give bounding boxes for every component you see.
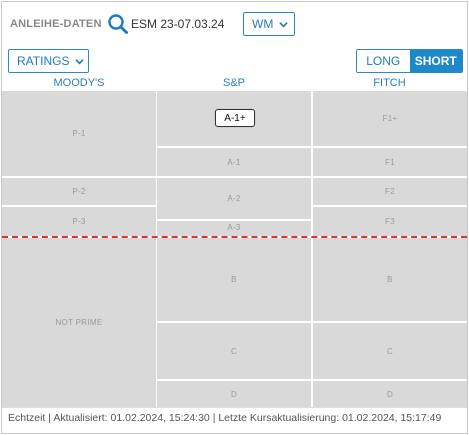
- section-label: ANLEIHE-DATEN: [10, 18, 102, 30]
- sp-cell-a2: A-2: [157, 178, 311, 219]
- chevron-down-icon: [75, 58, 85, 64]
- currency-dropdown[interactable]: WM: [243, 12, 295, 36]
- column-header-fitch: FITCH: [373, 77, 406, 89]
- column-header-moodys: MOODY'S: [53, 77, 105, 89]
- rating-grid: P-1 P-2 P-3 NOT PRIME A-1 A-2 A-3 B C D …: [2, 91, 467, 407]
- sp-cell-a1: A-1: [157, 148, 311, 176]
- investment-grade-threshold-line: [2, 236, 467, 238]
- sp-cell-d: D: [157, 381, 311, 407]
- long-toggle-button[interactable]: LONG: [357, 50, 410, 72]
- sp-cell-c: C: [157, 323, 311, 379]
- moodys-cell-p2: P-2: [2, 178, 156, 205]
- fitch-cell-c: C: [313, 323, 467, 379]
- ratings-dropdown-label: RATINGS: [17, 54, 70, 68]
- term-toggle: LONG SHORT: [356, 49, 463, 73]
- fitch-cell-f1plus: F1+: [313, 91, 467, 146]
- moodys-cell-p3: P-3: [2, 207, 156, 236]
- chevron-down-icon: [279, 21, 289, 27]
- bond-search-value[interactable]: ESM 23-07.03.24: [131, 17, 225, 31]
- moodys-cell-p1: P-1: [2, 91, 156, 176]
- column-header-sp: S&P: [222, 77, 245, 89]
- short-toggle-button[interactable]: SHORT: [409, 50, 462, 72]
- fitch-cell-f2: F2: [313, 178, 467, 205]
- moodys-cell-not-prime: NOT PRIME: [2, 238, 156, 407]
- sp-cell-b: B: [157, 238, 311, 321]
- fitch-cell-d: D: [313, 381, 467, 407]
- search-icon[interactable]: [107, 13, 129, 35]
- sp-cell-a3: A-3: [157, 221, 311, 236]
- current-rating-badge: A-1+: [215, 109, 255, 127]
- currency-dropdown-label: WM: [252, 17, 274, 31]
- fitch-cell-f3: F3: [313, 207, 467, 236]
- fitch-cell-b: B: [313, 238, 467, 321]
- status-footer: Echtzeit | Aktualisiert: 01.02.2024, 15:…: [2, 407, 467, 427]
- fitch-cell-f1: F1: [313, 148, 467, 176]
- ratings-dropdown[interactable]: RATINGS: [8, 49, 89, 73]
